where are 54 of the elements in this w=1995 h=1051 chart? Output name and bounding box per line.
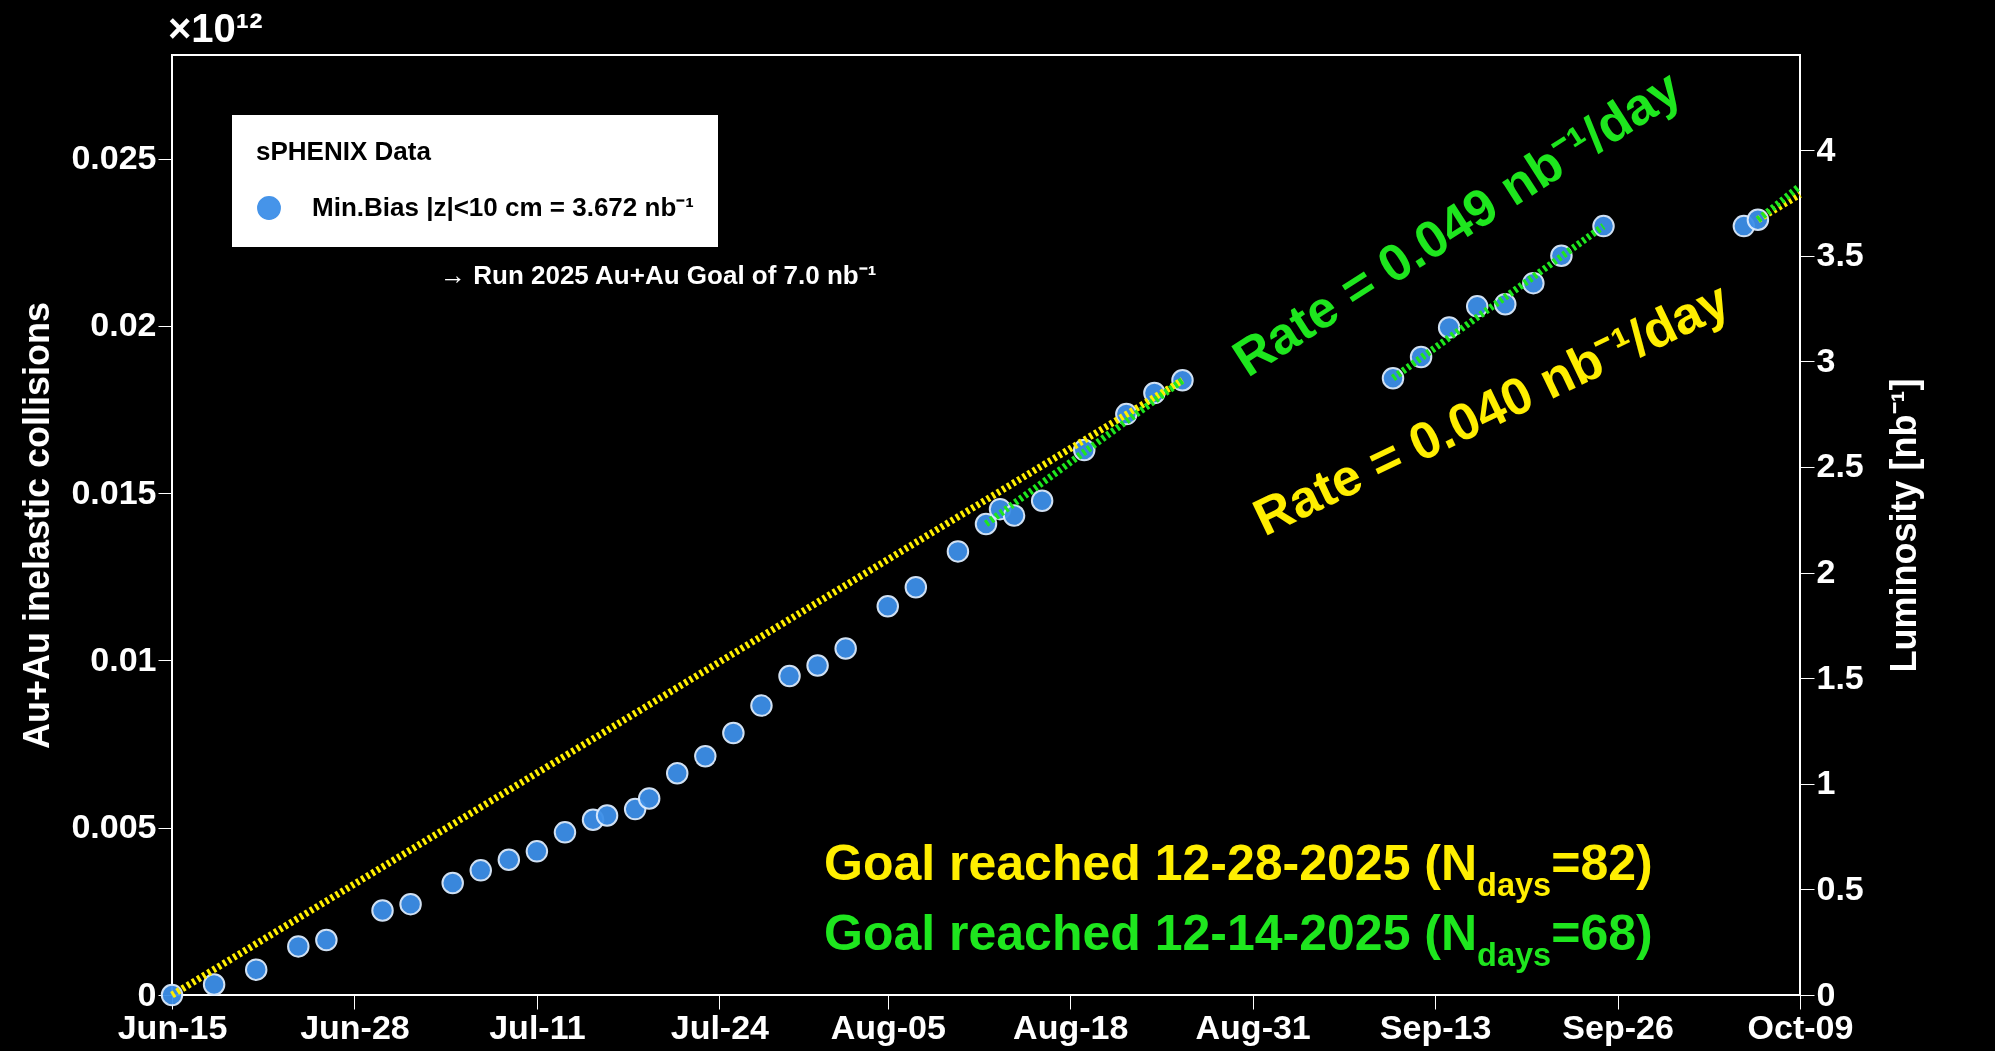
annotation: Goal reached 12-28-2025 (N$_{days}$=82): [824, 835, 1653, 904]
y2-tick-label: 2.5: [1816, 446, 1864, 485]
x-tick-label: Aug-31: [1195, 1007, 1311, 1046]
y-tick-label: 0.015: [71, 472, 157, 511]
x-tick-label: Aug-18: [1013, 1007, 1129, 1046]
point: [244, 958, 268, 981]
y2-tick-label: 0.5: [1816, 868, 1864, 907]
y2-axis-title: Luminosity [nb⁻¹]: [1882, 378, 1924, 673]
point: [876, 595, 900, 618]
y2-tick-label: 3: [1816, 340, 1836, 379]
point: [834, 637, 857, 660]
point: [946, 540, 970, 563]
x-tick-label: Aug-05: [830, 1007, 946, 1046]
point: [722, 721, 745, 745]
point: [806, 654, 829, 677]
point: [778, 664, 801, 688]
point: [553, 821, 577, 844]
point: [1002, 504, 1026, 527]
x-tick-label: Sep-26: [1562, 1007, 1674, 1046]
text: ×10¹²: [168, 6, 263, 50]
annotation: → Run 2025 Au+Au Goal of 7.0 nb⁻¹: [440, 260, 877, 290]
point: [441, 871, 464, 895]
point: [371, 899, 394, 922]
y2-tick-label: 4: [1816, 129, 1836, 168]
annotation: Goal reached 12-14-2025 (N$_{days}$=68): [824, 905, 1653, 974]
point: [750, 694, 773, 717]
point: [1030, 489, 1054, 512]
y2-tick-label: 3.5: [1816, 235, 1864, 274]
y-axis-title: Au+Au inelastic collisions: [16, 301, 58, 750]
y-tick-label: 0.025: [71, 138, 157, 177]
x-tick-label: Jun-28: [300, 1007, 410, 1046]
point: [497, 848, 521, 872]
x-tick-label: Jul-11: [489, 1007, 586, 1046]
y2-tick-label: 2: [1816, 552, 1836, 591]
y-tick-label: 0.005: [71, 807, 157, 846]
point: [202, 973, 226, 996]
y-tick-label: 0.02: [90, 305, 157, 344]
point: [525, 840, 549, 863]
y2-tick-label: 1: [1816, 763, 1836, 802]
point: [469, 859, 493, 882]
point: [399, 892, 422, 916]
point: [637, 787, 661, 810]
point: [315, 928, 338, 952]
y-tick-label: 0.01: [90, 639, 157, 678]
x-tick-label: Sep-13: [1379, 1007, 1492, 1046]
point: [665, 761, 689, 785]
point: [694, 745, 717, 768]
point: [595, 804, 619, 827]
y2-tick-label: 1.5: [1816, 657, 1864, 696]
legend-title: sPHENIX Data: [256, 136, 432, 166]
point: [287, 935, 310, 958]
x-tick-label: Jul-24: [670, 1007, 770, 1046]
legend-label: Min.Bias |z|<10 cm = 3.672 nb⁻¹: [312, 192, 694, 222]
point: [904, 576, 928, 599]
